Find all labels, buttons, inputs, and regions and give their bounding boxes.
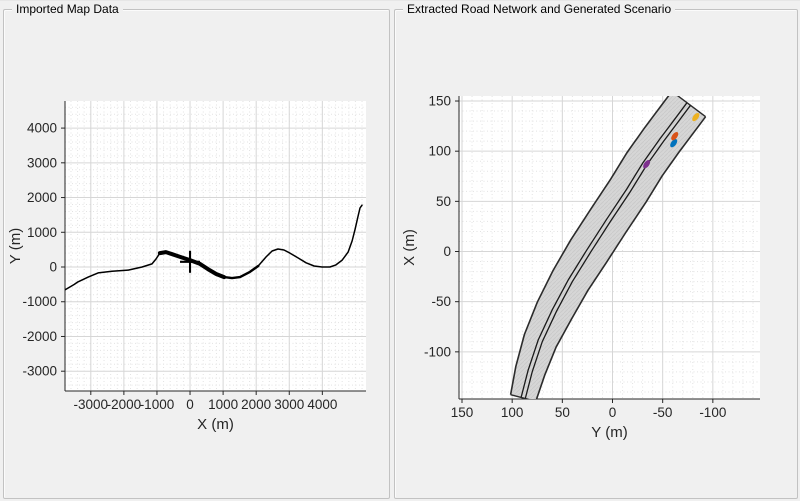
imported-map-xlabel: X (m)	[197, 416, 234, 433]
origin-marker	[180, 250, 201, 273]
svg-text:-1000: -1000	[22, 294, 57, 309]
road-start-cap	[510, 394, 530, 399]
road	[509, 96, 707, 399]
svg-text:1000: 1000	[27, 225, 57, 240]
road-center-marking-2	[524, 104, 692, 399]
road-scenario-tick-labels: 150 100 50 0 -50 -100 150 100 50 0 -50 -100	[424, 94, 726, 420]
svg-text:-3000: -3000	[22, 364, 57, 379]
svg-text:50: 50	[436, 194, 451, 209]
road-end-cap	[676, 96, 707, 118]
road-scenario-content	[509, 96, 707, 399]
imported-map-ylabel: Y (m)	[7, 228, 24, 264]
svg-text:100: 100	[501, 405, 524, 420]
svg-text:0: 0	[609, 405, 617, 420]
map-path-dense-overlap-2	[222, 264, 260, 280]
svg-text:-1000: -1000	[140, 397, 175, 412]
svg-text:-2000: -2000	[107, 397, 142, 412]
svg-text:100: 100	[428, 144, 451, 159]
svg-text:150: 150	[428, 94, 451, 109]
svg-text:50: 50	[555, 405, 570, 420]
svg-text:3000: 3000	[27, 155, 57, 170]
imported-map-content	[65, 204, 363, 291]
panel-imported-map-title: Imported Map Data	[12, 2, 123, 16]
vehicle-purple	[643, 160, 651, 169]
imported-map-tick-labels: -3000-2000-1000 0 1000 2000 3000 4000-3000-20…	[22, 121, 337, 412]
svg-text:-2000: -2000	[22, 329, 57, 344]
svg-text:2000: 2000	[27, 190, 57, 205]
road-scenario-xlabel: Y (m)	[591, 424, 627, 441]
svg-text:2000: 2000	[241, 397, 271, 412]
imported-map-axes: -3000-2000-1000 0 1000 2000 3000 4000-3000-20…	[7, 101, 366, 433]
road-left-edge	[509, 96, 670, 395]
svg-text:0: 0	[49, 260, 57, 275]
panel-road-scenario-title: Extracted Road Network and Generated Sce…	[403, 2, 676, 16]
svg-text:3000: 3000	[274, 397, 304, 412]
vehicle-yellow	[692, 112, 700, 122]
svg-text:-100: -100	[699, 405, 726, 420]
road-right-edge	[535, 116, 707, 399]
svg-text:4000: 4000	[307, 397, 337, 412]
road-center-marking-1	[520, 102, 688, 398]
road-scenario-ylabel: X (m)	[401, 229, 418, 266]
svg-text:0: 0	[186, 397, 194, 412]
vehicle-blue	[670, 139, 678, 148]
svg-text:-50: -50	[431, 294, 451, 309]
svg-text:-50: -50	[653, 405, 673, 420]
svg-text:-100: -100	[424, 344, 451, 359]
svg-text:4000: 4000	[27, 121, 57, 136]
svg-text:-3000: -3000	[74, 397, 109, 412]
svg-text:0: 0	[443, 244, 451, 259]
svg-text:150: 150	[451, 405, 474, 420]
vehicle-orange	[671, 131, 679, 141]
road-scenario-axes: 150 100 50 0 -50 -100 150 100 50 0 -50 -100 Y (m) X (…	[401, 94, 760, 441]
road-surface	[510, 96, 706, 399]
imported-map-grid	[65, 101, 366, 391]
svg-text:1000: 1000	[208, 397, 238, 412]
